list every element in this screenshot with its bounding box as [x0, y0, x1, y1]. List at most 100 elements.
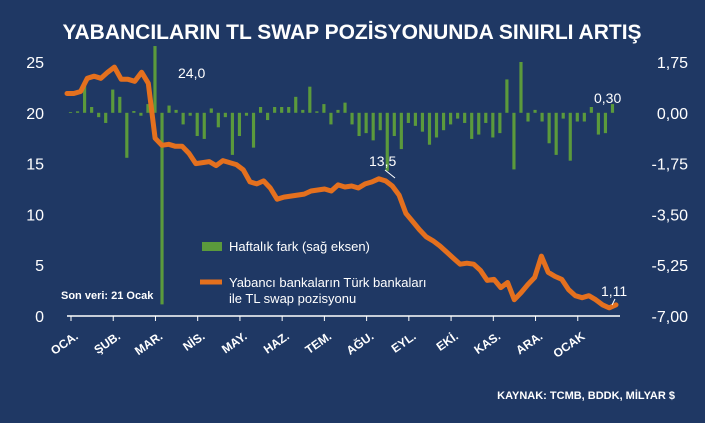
bar — [420, 112, 425, 132]
right-tick-label: 1,75 — [657, 55, 688, 72]
bar — [406, 112, 410, 123]
annotation-peak: 24,0 — [178, 65, 205, 81]
bar — [484, 112, 488, 123]
bar — [301, 109, 305, 113]
annotation-mid: 13,5 — [369, 153, 396, 169]
bar — [596, 112, 600, 135]
bar — [371, 112, 375, 141]
bar — [350, 112, 354, 125]
bar — [111, 89, 115, 113]
annotation-last-leader — [611, 298, 616, 306]
bar — [287, 106, 291, 113]
bar — [336, 109, 340, 113]
bar — [195, 112, 199, 137]
bar — [118, 96, 122, 113]
bar — [540, 112, 544, 122]
annotation-last-line: 1,11 — [601, 283, 627, 299]
bar — [582, 112, 586, 122]
bar — [561, 112, 565, 119]
axes — [67, 315, 620, 321]
bar — [244, 112, 249, 116]
bar — [181, 112, 185, 125]
bar — [434, 112, 439, 138]
bar — [554, 112, 558, 155]
bar — [533, 109, 537, 113]
bar — [547, 112, 551, 144]
bar — [364, 112, 368, 134]
legend-bar-label: Haftalık fark (sağ eksen) — [229, 239, 370, 254]
bar — [610, 104, 615, 113]
bar — [125, 112, 129, 158]
bar — [575, 112, 579, 122]
bar — [97, 112, 101, 118]
bar — [470, 112, 474, 139]
chart-title: YABANCILARIN TL SWAP POZİSYONUNDA SINIRL… — [62, 21, 641, 44]
bar — [498, 112, 502, 134]
bar — [308, 86, 312, 113]
bar — [258, 106, 263, 113]
left-tick-label: 5 — [35, 258, 44, 275]
bar — [463, 112, 467, 123]
right-tick-label: -1,75 — [652, 157, 689, 174]
bar — [75, 111, 80, 113]
bar — [413, 112, 417, 126]
right-tick-label: -5,25 — [652, 258, 689, 275]
line-series — [64, 64, 619, 311]
bar — [273, 106, 277, 113]
bar — [139, 112, 143, 116]
bar — [223, 112, 227, 118]
annotation-last-bar: 0,30 — [594, 90, 621, 106]
bar — [427, 112, 432, 145]
bar — [491, 112, 495, 138]
bar — [68, 112, 73, 114]
bar — [505, 79, 509, 113]
bar — [343, 102, 347, 113]
bar — [589, 106, 593, 113]
bar — [230, 112, 234, 155]
left-tick-label: 0 — [35, 309, 44, 326]
source-note: KAYNAK: TCMB, BDDK, MİLYAR $ — [497, 389, 675, 402]
bar — [392, 112, 396, 137]
bar — [251, 112, 256, 148]
bar — [385, 112, 389, 171]
left-tick-label: 15 — [26, 157, 44, 174]
bar — [357, 112, 361, 137]
bar — [568, 112, 572, 161]
annotation-mid-leader — [384, 169, 396, 179]
bar — [90, 106, 94, 113]
bar — [167, 105, 171, 113]
bar — [329, 112, 333, 125]
last-data-note: Son veri: 21 Ocak — [61, 290, 154, 302]
bar — [378, 112, 382, 131]
bar — [526, 112, 530, 122]
bar — [399, 112, 403, 150]
bar — [456, 112, 460, 119]
legend-line-label-1: Yabancı bankaların Türk bankaları — [229, 275, 427, 290]
bar — [477, 112, 481, 135]
legend-bar-swatch — [202, 242, 222, 251]
bar — [209, 108, 213, 113]
bar — [160, 112, 164, 305]
bar — [132, 111, 136, 113]
bar — [146, 104, 150, 113]
bar — [153, 46, 157, 113]
bar — [315, 111, 319, 113]
bar — [322, 104, 326, 113]
legend-line-label-2: ile TL swap pozisyonu — [229, 291, 356, 306]
left-tick-label: 10 — [26, 207, 44, 224]
bar — [512, 112, 516, 170]
left-tick-label: 20 — [26, 106, 44, 123]
right-tick-label: 0,00 — [657, 106, 688, 123]
bar — [237, 112, 242, 137]
bar — [174, 109, 178, 113]
right-tick-label: -3,50 — [652, 207, 689, 224]
right-tick-label: -7,00 — [652, 309, 689, 326]
bar — [280, 106, 284, 113]
bar — [603, 112, 608, 134]
bar — [83, 82, 87, 113]
left-tick-label: 25 — [26, 55, 44, 72]
bar-series — [68, 46, 615, 305]
bar — [519, 62, 523, 113]
